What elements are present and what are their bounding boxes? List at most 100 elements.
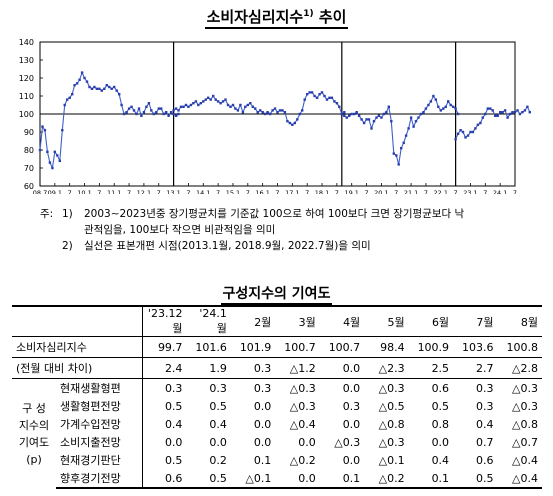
- csi-data-point: [63, 103, 66, 107]
- table-cell: △0.3: [512, 381, 538, 395]
- csi-data-point: [179, 105, 183, 108]
- note-number: 2): [62, 240, 73, 252]
- column-header: 5월: [364, 305, 409, 337]
- table-cell: 0.0: [209, 435, 227, 449]
- csi-data-point: [350, 112, 353, 116]
- csi-data-point: [511, 111, 514, 114]
- x-tick-label: 7: [513, 189, 517, 194]
- csi-data-point: [357, 114, 361, 117]
- table-cell: 100.8: [506, 340, 539, 354]
- csi-data-point: [127, 107, 131, 110]
- csi-data-point: [251, 105, 254, 108]
- chart-title-wrap: 소비자심리지수1) 추이: [0, 6, 553, 29]
- csi-data-point: [38, 148, 42, 152]
- csi-data-point: [452, 105, 455, 108]
- header-corner: [12, 305, 143, 337]
- csi-data-point: [66, 98, 69, 101]
- table-row: 생활형편전망 0.5 0.5 0.0 △0.3 0.3 △0.5 0.5 0.3 △0.3: [12, 397, 542, 415]
- x-tick-label: 14.1: [196, 189, 210, 194]
- csi-data-point: [335, 102, 339, 105]
- x-tick-label: 7: [394, 189, 398, 194]
- x-tick-label: 22.1: [434, 189, 448, 194]
- csi-data-point: [209, 98, 212, 101]
- x-tick-label: 08.7: [33, 189, 47, 194]
- note-text: 2003∼2023년중 장기평균치를 기준값 100으로 하여 100보다 크면…: [84, 208, 465, 220]
- csi-data-point: [244, 105, 247, 108]
- csi-data-point: [120, 103, 123, 107]
- csi-data-point: [98, 87, 101, 90]
- table-cell: 100.9: [417, 340, 450, 354]
- table-cell: △0.3: [378, 381, 405, 395]
- table-cell: 99.7: [157, 340, 183, 354]
- table-cell: 0.0: [164, 435, 183, 449]
- table-row: 구 성 지수의 기여도 (p) 현재생활형편 0.3 0.3 0.3 △0.3 0.0 △0.3 0.…: [12, 378, 542, 466]
- note-text: 실선은 표본개편 시점(2013.1월, 2018.9월, 2022.7월)을 …: [84, 240, 371, 252]
- csi-data-point: [286, 120, 289, 123]
- x-tick-label: 7: [275, 189, 279, 194]
- csi-data-point: [296, 118, 299, 121]
- table-cell: 0.1: [408, 469, 454, 489]
- csi-data-point: [501, 111, 504, 114]
- note-1: 주: 1) 2003∼2023년중 장기평균치를 기준값 100으로 하여 10…: [40, 206, 514, 222]
- csi-data-point: [343, 111, 346, 114]
- csi-data-point: [330, 96, 334, 99]
- y-tick-label: 130: [19, 56, 34, 65]
- table-cell: △0.2: [364, 469, 409, 489]
- csi-data-point: [278, 109, 282, 112]
- row-label: 향후경기전망: [56, 469, 143, 489]
- table-cell: 0.0: [298, 435, 316, 449]
- x-tick-label: 18.1: [315, 189, 329, 194]
- csi-data-point: [43, 129, 47, 132]
- csi-data-point: [320, 91, 324, 94]
- csi-data-point: [323, 94, 326, 98]
- csi-data-point: [160, 107, 163, 110]
- csi-data-point: [113, 85, 116, 89]
- csi-data-point: [528, 111, 531, 114]
- csi-data-point: [293, 121, 296, 125]
- table-cell: 0.2: [209, 453, 227, 467]
- column-header: 7월: [453, 305, 498, 337]
- csi-data-point: [174, 114, 178, 117]
- x-tick-label: 7: [127, 189, 131, 194]
- table-cell: 0.3: [476, 381, 494, 395]
- csi-data-point: [526, 105, 529, 108]
- csi-data-point: [234, 107, 237, 110]
- csi-data-point: [53, 150, 56, 153]
- x-tick-label: 16.1: [255, 189, 269, 194]
- table-cell: 2.4: [142, 357, 187, 379]
- table-cell: △0.3: [512, 399, 538, 413]
- column-header: 6월: [408, 305, 454, 337]
- csi-data-point: [402, 141, 405, 144]
- row-label: (전월 대비 차이): [12, 357, 143, 379]
- csi-data-point: [167, 114, 170, 117]
- table-cell: 1.9: [186, 357, 231, 379]
- csi-data-point: [61, 129, 64, 132]
- table-cell: △0.3: [289, 381, 316, 395]
- chart-title: 소비자심리지수1) 추이: [204, 8, 349, 29]
- csi-data-point: [367, 118, 371, 121]
- csi-data-point: [249, 102, 252, 105]
- table-cell: 0.5: [164, 399, 183, 413]
- csi-data-point: [432, 94, 435, 98]
- table-row: 소비지출전망 0.0 0.0 0.0 0.0 △0.3 △0.3 0.0 0.7 △0.7: [12, 433, 542, 451]
- x-tick-label: 7: [246, 189, 250, 194]
- csi-data-point: [263, 112, 267, 116]
- csi-data-point: [172, 109, 175, 112]
- note-prefix: 주:: [40, 208, 54, 220]
- csi-data-point: [281, 109, 284, 112]
- x-tick-label: 7: [454, 189, 458, 194]
- csi-data-point: [140, 114, 143, 117]
- csi-data-point: [88, 85, 91, 89]
- note-text: 관적임을, 100보다 작으면 비관적임을 의미: [84, 224, 276, 236]
- table-cell: 100.7: [328, 340, 361, 354]
- csi-series-line: [455, 105, 531, 140]
- csi-data-point: [496, 114, 499, 117]
- y-tick-label: 110: [19, 92, 34, 101]
- table-cell: △0.3: [334, 435, 361, 449]
- csi-data-point: [518, 112, 522, 116]
- csi-data-point: [68, 96, 71, 99]
- csi-data-point: [375, 116, 378, 119]
- csi-series-line: [173, 91, 345, 126]
- table-cell: 0.5: [164, 453, 183, 467]
- csi-data-point: [390, 120, 393, 123]
